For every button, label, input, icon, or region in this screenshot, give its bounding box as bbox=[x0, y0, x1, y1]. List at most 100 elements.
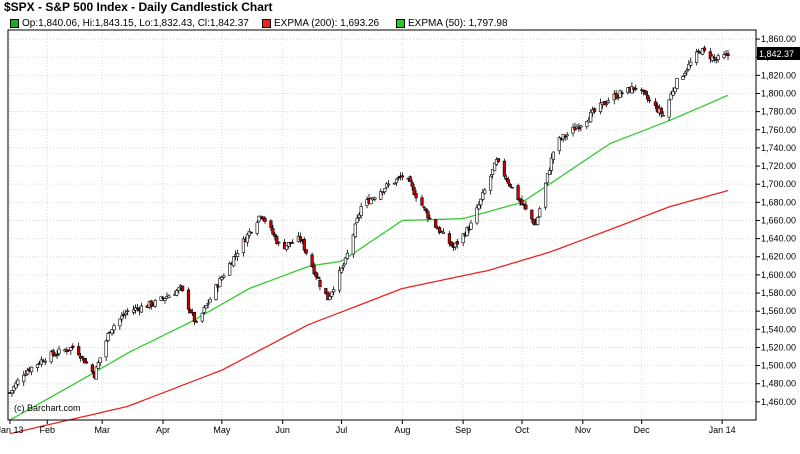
candle-up bbox=[204, 305, 208, 309]
candle-down bbox=[414, 193, 418, 199]
candle-up bbox=[551, 151, 555, 160]
candle-down bbox=[645, 94, 650, 100]
x-tick-label: Nov bbox=[575, 425, 592, 435]
y-tick-label: 1,560.00 bbox=[761, 306, 796, 316]
candle-up bbox=[386, 183, 391, 186]
candle-up bbox=[16, 379, 20, 385]
legend-item-ohlc: Op:1,840.06, Hi:1,843.15, Lo:1,832.43, C… bbox=[10, 16, 249, 30]
candle-down bbox=[428, 217, 432, 220]
candle-up bbox=[359, 206, 363, 216]
candle-up bbox=[700, 48, 705, 55]
candle-up bbox=[461, 233, 465, 244]
candle-down bbox=[312, 264, 316, 275]
candle-down bbox=[643, 90, 648, 95]
x-tick-label: Feb bbox=[40, 425, 56, 435]
candle-down bbox=[422, 206, 426, 208]
candle-up bbox=[286, 242, 291, 247]
x-tick-label: Jun bbox=[275, 425, 290, 435]
candle-up bbox=[257, 215, 261, 222]
x-tick-label: Jan 14 bbox=[709, 425, 736, 435]
candle-up bbox=[284, 245, 289, 250]
ema-50-line bbox=[9, 94, 729, 421]
candle-up bbox=[43, 360, 47, 363]
y-tick-label: 1,800.00 bbox=[761, 88, 796, 98]
candle-down bbox=[273, 234, 277, 237]
candle-up bbox=[394, 178, 399, 183]
candle-up bbox=[557, 137, 561, 152]
candle-up bbox=[330, 291, 334, 297]
candle-up bbox=[202, 307, 206, 313]
candle-down bbox=[263, 218, 267, 222]
candle-up bbox=[208, 298, 212, 303]
candle-up bbox=[132, 309, 136, 313]
candle-down bbox=[714, 59, 718, 61]
x-tick-label: Dec bbox=[634, 425, 651, 435]
candle-down bbox=[712, 57, 716, 59]
x-tick-label: May bbox=[213, 425, 231, 435]
candle-up bbox=[722, 54, 726, 58]
candle-up bbox=[538, 208, 542, 218]
candle-down bbox=[82, 357, 87, 364]
candle-down bbox=[614, 92, 618, 99]
candle-up bbox=[177, 287, 181, 291]
candle-up bbox=[24, 373, 28, 376]
x-tick-label: Apr bbox=[156, 425, 170, 435]
candle-up bbox=[673, 87, 677, 93]
candle-down bbox=[318, 279, 322, 287]
candle-up bbox=[675, 78, 679, 89]
candle-up bbox=[126, 310, 130, 312]
last-price-box bbox=[757, 47, 800, 60]
candle-down bbox=[84, 361, 89, 364]
candle-down bbox=[516, 185, 520, 201]
candle-up bbox=[214, 284, 218, 300]
candle-up bbox=[341, 265, 346, 268]
legend-swatch-expma-200 bbox=[262, 18, 271, 28]
candle-up bbox=[98, 357, 102, 363]
candle-down bbox=[249, 231, 253, 234]
candle-up bbox=[53, 355, 57, 357]
y-axis: 1,460.00 1,480.00 1,500.00 1,520.00 1,540.00… bbox=[756, 34, 796, 407]
candle-down bbox=[314, 271, 318, 277]
candle-down bbox=[602, 101, 606, 106]
candle-down bbox=[149, 300, 153, 307]
candle-up bbox=[241, 238, 246, 253]
candle-up bbox=[383, 188, 387, 193]
candle-up bbox=[339, 267, 344, 273]
x-tick-label: Jan 13 bbox=[0, 425, 24, 435]
candle-up bbox=[488, 175, 493, 191]
candle-up bbox=[153, 300, 157, 307]
last-price-tag: 1,842.37 bbox=[757, 47, 800, 60]
candle-up bbox=[175, 290, 179, 296]
candle-up bbox=[94, 366, 98, 380]
candle-up bbox=[671, 90, 675, 96]
x-tick-label: Sep bbox=[455, 425, 471, 435]
candle-down bbox=[324, 288, 328, 294]
candle-up bbox=[630, 86, 634, 94]
candle-up bbox=[14, 382, 18, 389]
y-tick-label: 1,740.00 bbox=[761, 143, 796, 153]
candle-up bbox=[687, 64, 691, 70]
candle-up bbox=[369, 198, 373, 205]
candle-up bbox=[681, 76, 685, 80]
candle-up bbox=[604, 103, 608, 105]
x-tick-label: Mar bbox=[94, 425, 110, 435]
candle-up bbox=[606, 100, 610, 103]
candle-up bbox=[167, 295, 171, 298]
candle-up bbox=[222, 275, 226, 278]
x-tick-label: Aug bbox=[394, 425, 410, 435]
candle-up bbox=[206, 303, 210, 305]
y-tick-label: 1,720.00 bbox=[761, 161, 796, 171]
candle-up bbox=[483, 189, 487, 194]
candle-up bbox=[494, 159, 499, 165]
candle-up bbox=[441, 231, 446, 234]
candle-up bbox=[218, 278, 222, 288]
x-tick-label: Jul bbox=[336, 425, 348, 435]
candle-down bbox=[653, 101, 657, 106]
x-axis: Jan 13 Feb Mar Apr May Jun Jul Aug Sep Oct Nov Dec J… bbox=[0, 420, 736, 435]
candle-up bbox=[661, 115, 665, 117]
candle-up bbox=[220, 277, 224, 280]
candle-up bbox=[200, 312, 204, 322]
candle-up bbox=[232, 256, 236, 267]
y-tick-label: 1,820.00 bbox=[761, 70, 796, 80]
candle-up bbox=[236, 253, 240, 257]
